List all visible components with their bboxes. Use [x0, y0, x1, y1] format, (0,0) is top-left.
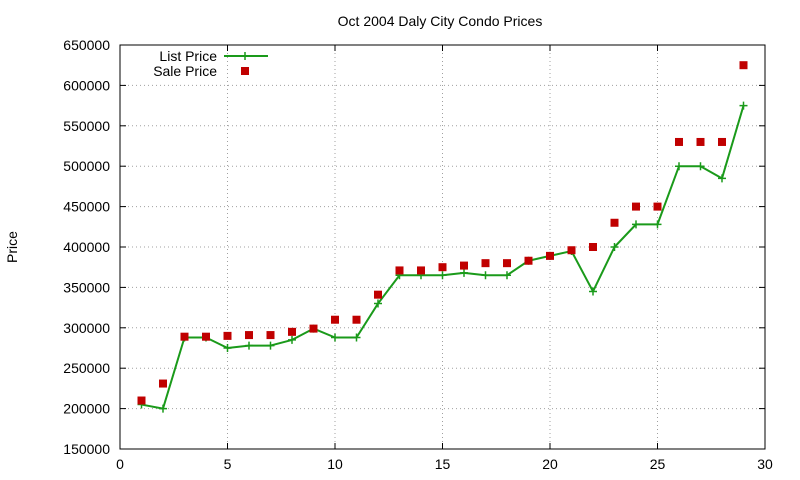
data-point-square [266, 331, 275, 340]
y-tick-label: 250000 [63, 360, 110, 376]
data-point-plus [739, 101, 748, 110]
x-tick-label: 0 [116, 456, 124, 472]
data-point-plus [632, 220, 640, 229]
data-point-plus [438, 271, 447, 280]
data-point-plus [245, 341, 253, 350]
legend-marker-sale-price [241, 67, 249, 75]
x-tick-label: 25 [650, 456, 666, 472]
y-tick-label: 350000 [63, 279, 110, 295]
data-point-square [374, 290, 382, 299]
series-sale-price [137, 61, 748, 405]
grid [120, 45, 765, 449]
y-tick-label: 500000 [63, 158, 110, 174]
x-tick-label: 15 [435, 456, 451, 472]
data-point-plus [481, 271, 490, 280]
data-point-plus [288, 335, 296, 344]
data-point-square [159, 379, 167, 388]
y-tick-label: 450000 [63, 199, 110, 215]
data-point-square [288, 327, 296, 336]
data-point-square [653, 202, 662, 211]
data-point-square [696, 137, 705, 146]
data-point-square [245, 331, 253, 340]
x-tick-label: 30 [757, 456, 773, 472]
data-point-plus [610, 243, 619, 251]
data-point-square [546, 251, 554, 260]
data-point-square [331, 315, 339, 324]
data-point-plus [374, 299, 382, 308]
y-tick-label: 600000 [63, 77, 110, 93]
y-tick-label: 150000 [63, 441, 110, 457]
series [137, 61, 748, 413]
data-point-plus [266, 341, 275, 350]
legend-label-list-price: List Price [159, 48, 217, 64]
y-tick-label: 200000 [63, 401, 110, 417]
x-tick-label: 20 [542, 456, 558, 472]
data-point-plus [696, 162, 705, 171]
data-point-square [675, 137, 683, 146]
data-point-plus [503, 271, 511, 280]
data-point-square [202, 332, 210, 341]
data-point-square [567, 246, 576, 255]
y-axis-label: Price [4, 231, 20, 263]
data-point-square [503, 259, 511, 268]
data-point-square [589, 243, 597, 251]
axis-ticks: 0 5 10 15 20 25 30 150000 200000 250000 300000 3500… [63, 37, 773, 472]
data-point-plus [159, 404, 167, 413]
data-point-plus [352, 333, 361, 342]
data-point-square [223, 331, 232, 340]
data-point-square [180, 332, 189, 341]
x-tick-label: 10 [327, 456, 343, 472]
y-tick-label: 400000 [63, 239, 110, 255]
data-point-square [610, 218, 619, 227]
data-point-plus [331, 333, 339, 342]
data-point-square [417, 266, 425, 275]
legend-label-sale-price: Sale Price [153, 63, 217, 79]
chart-title: Oct 2004 Daly City Condo Prices [338, 13, 543, 29]
data-point-plus [223, 344, 232, 352]
data-point-square [352, 315, 361, 324]
y-tick-label: 550000 [63, 118, 110, 134]
data-point-plus [718, 174, 726, 183]
data-point-square [632, 202, 640, 211]
data-point-plus [653, 220, 662, 229]
y-tick-label: 650000 [63, 37, 110, 53]
data-point-square [739, 61, 748, 70]
legend-marker-list-price [241, 52, 249, 60]
data-point-square [438, 263, 447, 272]
data-point-square [481, 259, 490, 268]
data-point-plus [675, 162, 683, 171]
data-point-square [309, 324, 318, 333]
data-point-square [718, 137, 726, 146]
legend: List Price Sale Price [153, 48, 268, 79]
x-tick-label: 5 [224, 456, 232, 472]
data-point-plus [589, 287, 597, 296]
data-point-square [137, 396, 146, 405]
y-tick-label: 300000 [63, 320, 110, 336]
data-point-plus [460, 268, 468, 277]
data-point-square [524, 256, 533, 265]
data-point-square [460, 261, 468, 270]
data-point-square [395, 266, 404, 275]
